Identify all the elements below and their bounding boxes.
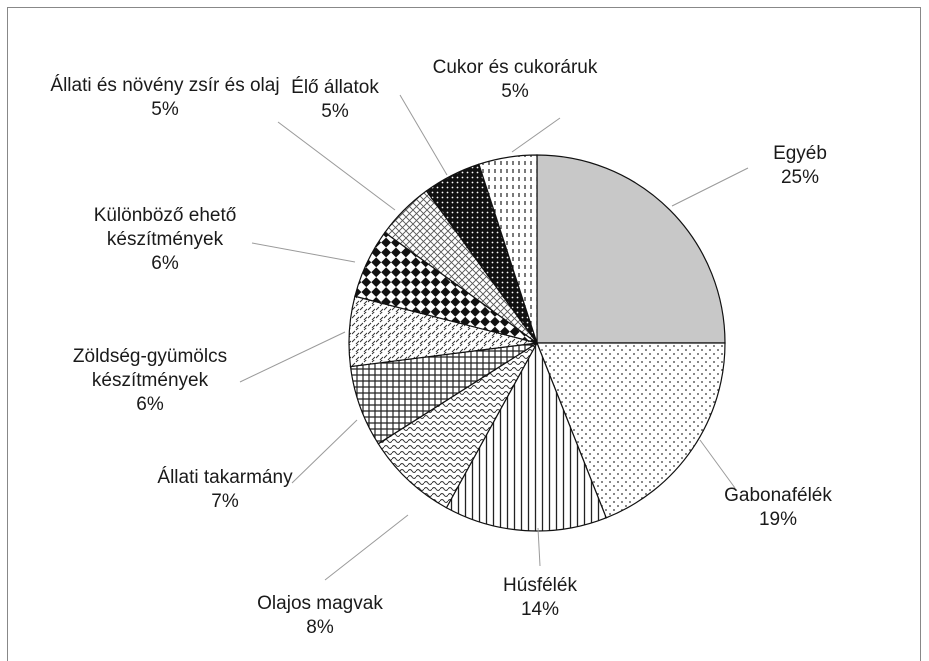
label-box: Állati és növény zsír és olaj 5% bbox=[45, 74, 285, 122]
leader-line bbox=[291, 419, 358, 484]
value-label: 6% bbox=[136, 394, 164, 415]
frame bbox=[7, 7, 921, 661]
pie-slice bbox=[536, 154, 726, 344]
label-box: Egyéb 25% bbox=[740, 142, 860, 190]
slice-label: Zöldség-gyümölcs készítmények 6% bbox=[45, 345, 255, 417]
category-label: Olajos magvak bbox=[257, 593, 383, 614]
label-box: Élő állatok 5% bbox=[265, 76, 405, 124]
slice-label: Élő állatok 5% bbox=[265, 76, 405, 124]
category-label: Állati és növény zsír és olaj bbox=[50, 75, 280, 96]
leader-line bbox=[239, 331, 346, 383]
value-label: 7% bbox=[211, 491, 239, 512]
category-label: Zöldség-gyümölcs készítmények bbox=[72, 346, 228, 391]
slice-label: Állati takarmány 7% bbox=[125, 466, 325, 514]
slice-label: Egyéb 25% bbox=[740, 142, 860, 190]
slice-label: Különböző ehető készítmények 6% bbox=[70, 204, 260, 276]
value-label: 8% bbox=[306, 617, 334, 638]
pie-slice bbox=[536, 342, 726, 519]
value-label: 5% bbox=[321, 101, 349, 122]
category-label: Állati takarmány bbox=[157, 467, 293, 488]
leader-line bbox=[277, 121, 396, 211]
pie-slice bbox=[478, 154, 538, 344]
slice-label: Gabonafélék 19% bbox=[708, 484, 848, 532]
leader-line bbox=[251, 242, 356, 263]
label-box: Zöldség-gyümölcs készítmények 6% bbox=[45, 345, 255, 417]
category-label: Egyéb bbox=[773, 143, 827, 164]
label-box: Gabonafélék 19% bbox=[708, 484, 848, 532]
slice-label: Állati és növény zsír és olaj 5% bbox=[45, 74, 285, 122]
label-box: Húsfélék 14% bbox=[480, 574, 600, 622]
category-label: Cukor és cukoráruk bbox=[432, 57, 598, 78]
label-box: Különböző ehető készítmények 6% bbox=[70, 204, 260, 276]
value-label: 5% bbox=[501, 81, 529, 102]
category-label: Húsfélék bbox=[503, 575, 577, 596]
label-box: Cukor és cukoráruk 5% bbox=[415, 56, 615, 104]
pie-slice bbox=[377, 342, 538, 509]
slice-label: Cukor és cukoráruk 5% bbox=[415, 56, 615, 104]
leader-line bbox=[671, 167, 749, 207]
category-label: Különböző ehető készítmények bbox=[93, 205, 237, 250]
leader-line bbox=[324, 514, 409, 581]
slice-label: Húsfélék 14% bbox=[480, 574, 600, 622]
category-label: Gabonafélék bbox=[724, 485, 832, 506]
pie-slice bbox=[445, 341, 607, 532]
value-label: 6% bbox=[151, 253, 179, 274]
value-label: 5% bbox=[151, 99, 179, 120]
label-box: Olajos magvak 8% bbox=[240, 592, 400, 640]
leader-line bbox=[511, 117, 561, 153]
category-label: Élő állatok bbox=[291, 77, 379, 98]
label-box: Állati takarmány 7% bbox=[125, 466, 325, 514]
slice-label: Olajos magvak 8% bbox=[240, 592, 400, 640]
value-label: 14% bbox=[520, 599, 560, 620]
value-label: 25% bbox=[780, 167, 820, 188]
leader-line bbox=[537, 527, 541, 567]
leader-line bbox=[699, 439, 736, 489]
value-label: 19% bbox=[758, 509, 798, 530]
leader-line bbox=[399, 94, 448, 176]
